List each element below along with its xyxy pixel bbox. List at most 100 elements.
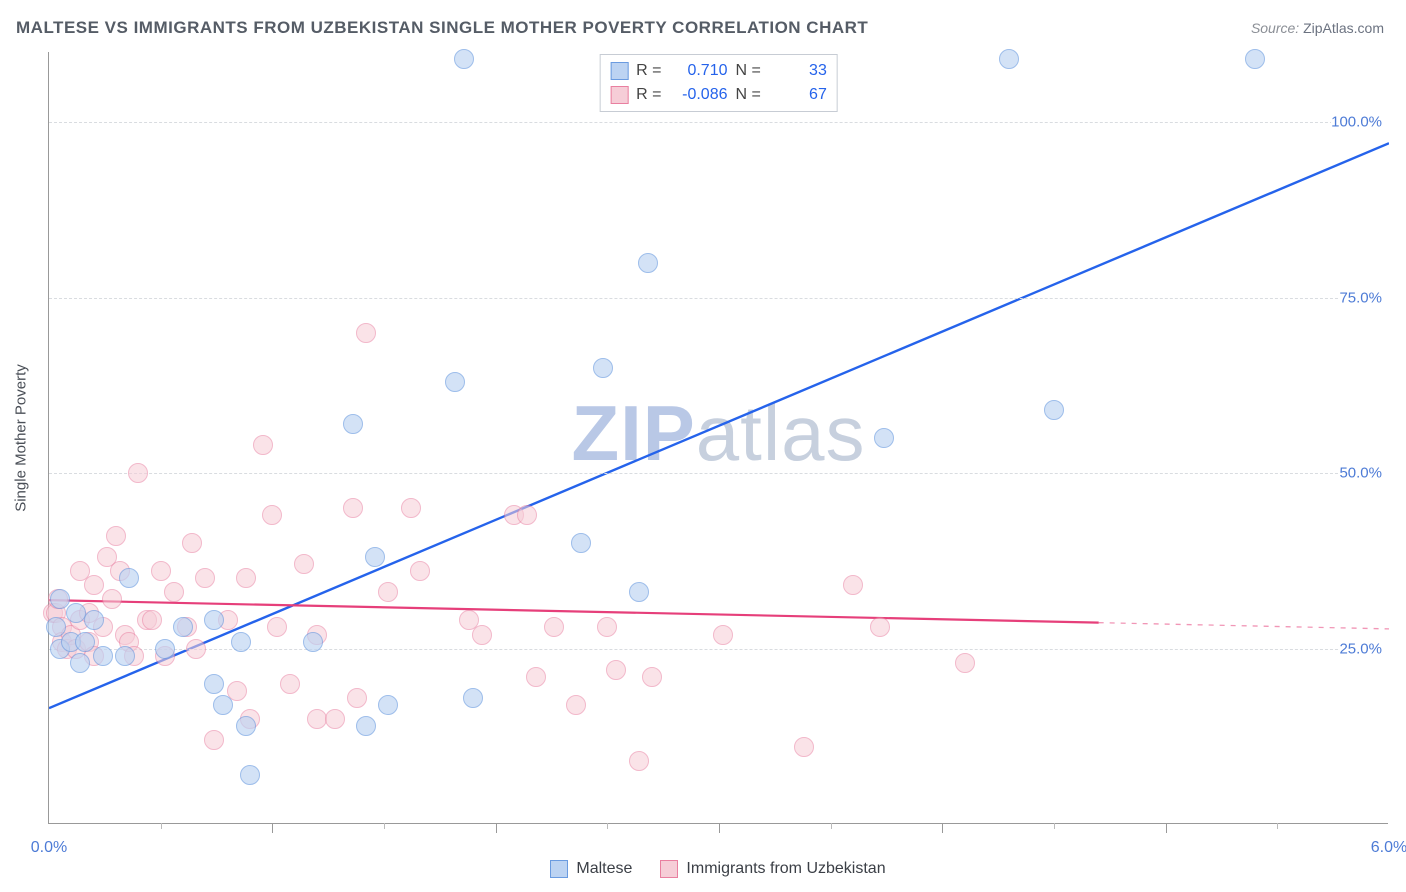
y-tick-label: 100.0%: [1331, 114, 1390, 131]
data-point: [151, 561, 171, 581]
swatch-uzbekistan: [610, 86, 628, 104]
data-point: [365, 547, 385, 567]
data-point: [75, 632, 95, 652]
data-point: [195, 568, 215, 588]
data-point: [213, 695, 233, 715]
data-point: [155, 639, 175, 659]
data-point: [642, 667, 662, 687]
watermark-a: ZIP: [571, 388, 695, 476]
bottom-legend: Maltese Immigrants from Uzbekistan: [48, 860, 1388, 878]
data-point: [454, 49, 474, 69]
data-point: [410, 561, 430, 581]
data-point: [606, 660, 626, 680]
data-point: [713, 625, 733, 645]
x-tick-minor: [607, 823, 608, 829]
data-point: [571, 533, 591, 553]
y-tick-label: 25.0%: [1339, 640, 1390, 657]
data-point: [262, 505, 282, 525]
r-value: -0.086: [670, 83, 728, 107]
source-label: Source:: [1251, 20, 1299, 36]
data-point: [1044, 400, 1064, 420]
data-point: [142, 610, 162, 630]
chart-container: MALTESE VS IMMIGRANTS FROM UZBEKISTAN SI…: [0, 0, 1406, 892]
y-axis-label: Single Mother Poverty: [13, 364, 30, 512]
x-tick-label: 6.0%: [1371, 839, 1406, 857]
data-point: [204, 610, 224, 630]
x-tick-minor: [1054, 823, 1055, 829]
data-point: [544, 617, 564, 637]
x-tick-minor: [1277, 823, 1278, 829]
data-point: [378, 582, 398, 602]
x-tick-label: 0.0%: [31, 839, 67, 857]
data-point: [378, 695, 398, 715]
legend-label: Maltese: [576, 860, 632, 878]
data-point: [794, 737, 814, 757]
y-tick-label: 75.0%: [1339, 289, 1390, 306]
data-point: [566, 695, 586, 715]
data-point: [343, 414, 363, 434]
data-point: [267, 617, 287, 637]
gridline: [49, 649, 1388, 650]
data-point: [173, 617, 193, 637]
data-point: [253, 435, 273, 455]
data-point: [1245, 49, 1265, 69]
n-value: 33: [769, 59, 827, 83]
data-point: [93, 646, 113, 666]
r-value: 0.710: [670, 59, 728, 83]
stats-box: R = 0.710 N = 33 R = -0.086 N = 67: [599, 54, 838, 112]
data-point: [164, 582, 184, 602]
x-tick: [496, 823, 497, 833]
data-point: [629, 751, 649, 771]
data-point: [182, 533, 202, 553]
data-point: [356, 323, 376, 343]
watermark-b: atlas: [696, 388, 866, 476]
x-tick-minor: [384, 823, 385, 829]
data-point: [445, 372, 465, 392]
data-point: [115, 646, 135, 666]
data-point: [356, 716, 376, 736]
gridline: [49, 298, 1388, 299]
data-point: [870, 617, 890, 637]
data-point: [325, 709, 345, 729]
x-tick: [272, 823, 273, 833]
x-tick: [942, 823, 943, 833]
swatch-maltese: [610, 62, 628, 80]
data-point: [597, 617, 617, 637]
swatch-maltese: [550, 860, 568, 878]
data-point: [231, 632, 251, 652]
data-point: [84, 610, 104, 630]
data-point: [106, 526, 126, 546]
data-point: [874, 428, 894, 448]
data-point: [236, 716, 256, 736]
data-point: [186, 639, 206, 659]
x-tick-minor: [831, 823, 832, 829]
stats-row: R = 0.710 N = 33: [610, 59, 827, 83]
data-point: [593, 358, 613, 378]
data-point: [128, 463, 148, 483]
x-tick-minor: [161, 823, 162, 829]
source-value: ZipAtlas.com: [1303, 20, 1384, 36]
n-label: N =: [736, 59, 761, 83]
data-point: [240, 765, 260, 785]
y-tick-label: 50.0%: [1339, 465, 1390, 482]
x-tick: [1166, 823, 1167, 833]
data-point: [629, 582, 649, 602]
data-point: [843, 575, 863, 595]
watermark: ZIPatlas: [571, 387, 865, 478]
data-point: [999, 49, 1019, 69]
r-label: R =: [636, 83, 661, 107]
legend-item-uzbekistan: Immigrants from Uzbekistan: [660, 860, 885, 878]
data-point: [280, 674, 300, 694]
gridline: [49, 122, 1388, 123]
data-point: [70, 653, 90, 673]
data-point: [401, 498, 421, 518]
data-point: [303, 632, 323, 652]
x-tick: [719, 823, 720, 833]
n-value: 67: [769, 83, 827, 107]
legend-label: Immigrants from Uzbekistan: [686, 860, 885, 878]
data-point: [119, 568, 139, 588]
data-point: [84, 575, 104, 595]
data-point: [204, 674, 224, 694]
data-point: [343, 498, 363, 518]
swatch-uzbekistan: [660, 860, 678, 878]
